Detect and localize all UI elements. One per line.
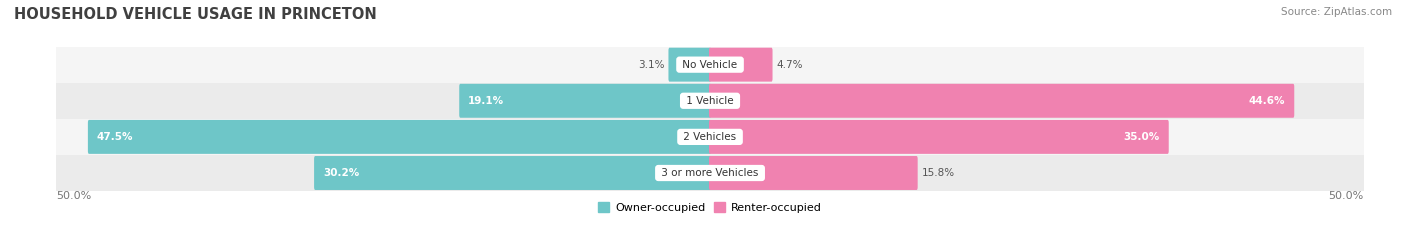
FancyBboxPatch shape bbox=[314, 156, 711, 190]
FancyBboxPatch shape bbox=[709, 156, 918, 190]
Text: 19.1%: 19.1% bbox=[468, 96, 505, 106]
FancyBboxPatch shape bbox=[709, 48, 772, 82]
Text: 2 Vehicles: 2 Vehicles bbox=[681, 132, 740, 142]
Bar bbox=[56, 155, 1364, 191]
FancyBboxPatch shape bbox=[709, 120, 1168, 154]
Text: 3 or more Vehicles: 3 or more Vehicles bbox=[658, 168, 762, 178]
Text: 3.1%: 3.1% bbox=[638, 60, 664, 70]
Text: No Vehicle: No Vehicle bbox=[679, 60, 741, 70]
Text: 47.5%: 47.5% bbox=[97, 132, 134, 142]
Text: Source: ZipAtlas.com: Source: ZipAtlas.com bbox=[1281, 7, 1392, 17]
Text: 1 Vehicle: 1 Vehicle bbox=[683, 96, 737, 106]
FancyBboxPatch shape bbox=[89, 120, 711, 154]
Bar bbox=[56, 83, 1364, 119]
Legend: Owner-occupied, Renter-occupied: Owner-occupied, Renter-occupied bbox=[593, 198, 827, 217]
Text: 44.6%: 44.6% bbox=[1249, 96, 1285, 106]
FancyBboxPatch shape bbox=[460, 84, 711, 118]
Text: 30.2%: 30.2% bbox=[323, 168, 360, 178]
Text: 50.0%: 50.0% bbox=[56, 191, 91, 201]
Text: HOUSEHOLD VEHICLE USAGE IN PRINCETON: HOUSEHOLD VEHICLE USAGE IN PRINCETON bbox=[14, 7, 377, 22]
Text: 15.8%: 15.8% bbox=[922, 168, 955, 178]
Bar bbox=[56, 119, 1364, 155]
Text: 50.0%: 50.0% bbox=[1329, 191, 1364, 201]
Text: 4.7%: 4.7% bbox=[776, 60, 803, 70]
FancyBboxPatch shape bbox=[709, 84, 1295, 118]
Bar bbox=[56, 47, 1364, 83]
Text: 35.0%: 35.0% bbox=[1123, 132, 1160, 142]
FancyBboxPatch shape bbox=[668, 48, 711, 82]
